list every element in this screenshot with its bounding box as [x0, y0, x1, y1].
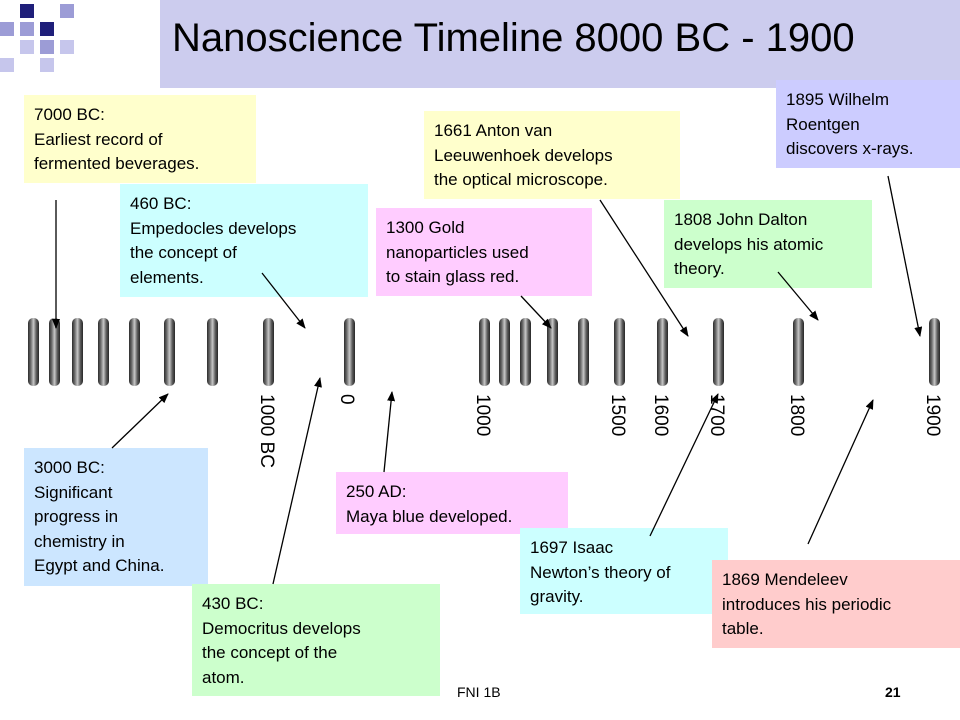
timeline-tick — [98, 318, 109, 386]
event-box-430bc: 430 BC: Democritus develops the concept … — [192, 584, 440, 696]
footer-label: FNI 1B — [457, 684, 501, 700]
timeline-tick-0 — [344, 318, 355, 386]
timeline-tick-1900 — [929, 318, 940, 386]
timeline-tick — [499, 318, 510, 386]
event-box-1300: 1300 Gold nanoparticles used to stain gl… — [376, 208, 592, 296]
decor-square — [60, 40, 74, 54]
timeline-tick — [72, 318, 83, 386]
arrow-1300 — [520, 295, 552, 329]
decor-square — [20, 40, 34, 54]
decor-square — [0, 58, 14, 72]
decor-square — [60, 4, 74, 18]
timeline-tick — [49, 318, 60, 386]
event-box-1869: 1869 Mendeleev introduces his periodic t… — [712, 560, 960, 648]
decor-square — [40, 4, 54, 18]
title-bar — [160, 0, 960, 88]
event-box-1808: 1808 John Dalton develops his atomic the… — [664, 200, 872, 288]
timeline-tick-1000bc — [263, 318, 274, 386]
event-box-250ad: 250 AD: Maya blue developed. — [336, 472, 568, 534]
timeline-tick — [207, 318, 218, 386]
timeline-tick-1500 — [614, 318, 625, 386]
decor-square — [0, 22, 14, 36]
arrow-1869 — [807, 399, 874, 545]
arrow-1661 — [599, 199, 689, 337]
decor-square — [20, 22, 34, 36]
slide-title: Nanoscience Timeline 8000 BC - 1900 — [172, 16, 855, 60]
timeline-tick — [547, 318, 558, 386]
event-box-1697: 1697 Isaac Newton’s theory of gravity. — [520, 528, 728, 614]
timeline-tick — [129, 318, 140, 386]
decor-square — [40, 58, 54, 72]
timeline-tick-1600 — [657, 318, 668, 386]
timeline-tick-1800 — [793, 318, 804, 386]
event-box-1895: 1895 Wilhelm Roentgen discovers x-rays. — [776, 80, 960, 168]
decor-square — [40, 22, 54, 36]
arrow-460bc — [261, 272, 306, 329]
event-box-1661: 1661 Anton van Leeuwenhoek develops the … — [424, 111, 680, 199]
event-box-7000bc: 7000 BC: Earliest record of fermented be… — [24, 95, 256, 183]
decor-square — [80, 4, 94, 18]
arrow-430bc — [272, 377, 322, 585]
decor-square — [20, 4, 34, 18]
timeline-tick-1000 — [479, 318, 490, 386]
event-box-460bc: 460 BC: Empedocles develops the concept … — [120, 184, 368, 297]
arrow-1697 — [649, 393, 719, 537]
arrow-3000bc — [111, 393, 169, 449]
arrow-250ad — [383, 391, 396, 473]
arrow-1808 — [777, 271, 819, 321]
timeline-tick — [520, 318, 531, 386]
timeline-tick — [578, 318, 589, 386]
timeline-tick-1700 — [713, 318, 724, 386]
page-number: 21 — [885, 684, 901, 700]
timeline-tick — [164, 318, 175, 386]
arrow-1895 — [887, 175, 923, 337]
timeline-tick — [28, 318, 39, 386]
decor-square — [40, 40, 54, 54]
event-box-3000bc: 3000 BC: Significant progress in chemist… — [24, 448, 208, 586]
